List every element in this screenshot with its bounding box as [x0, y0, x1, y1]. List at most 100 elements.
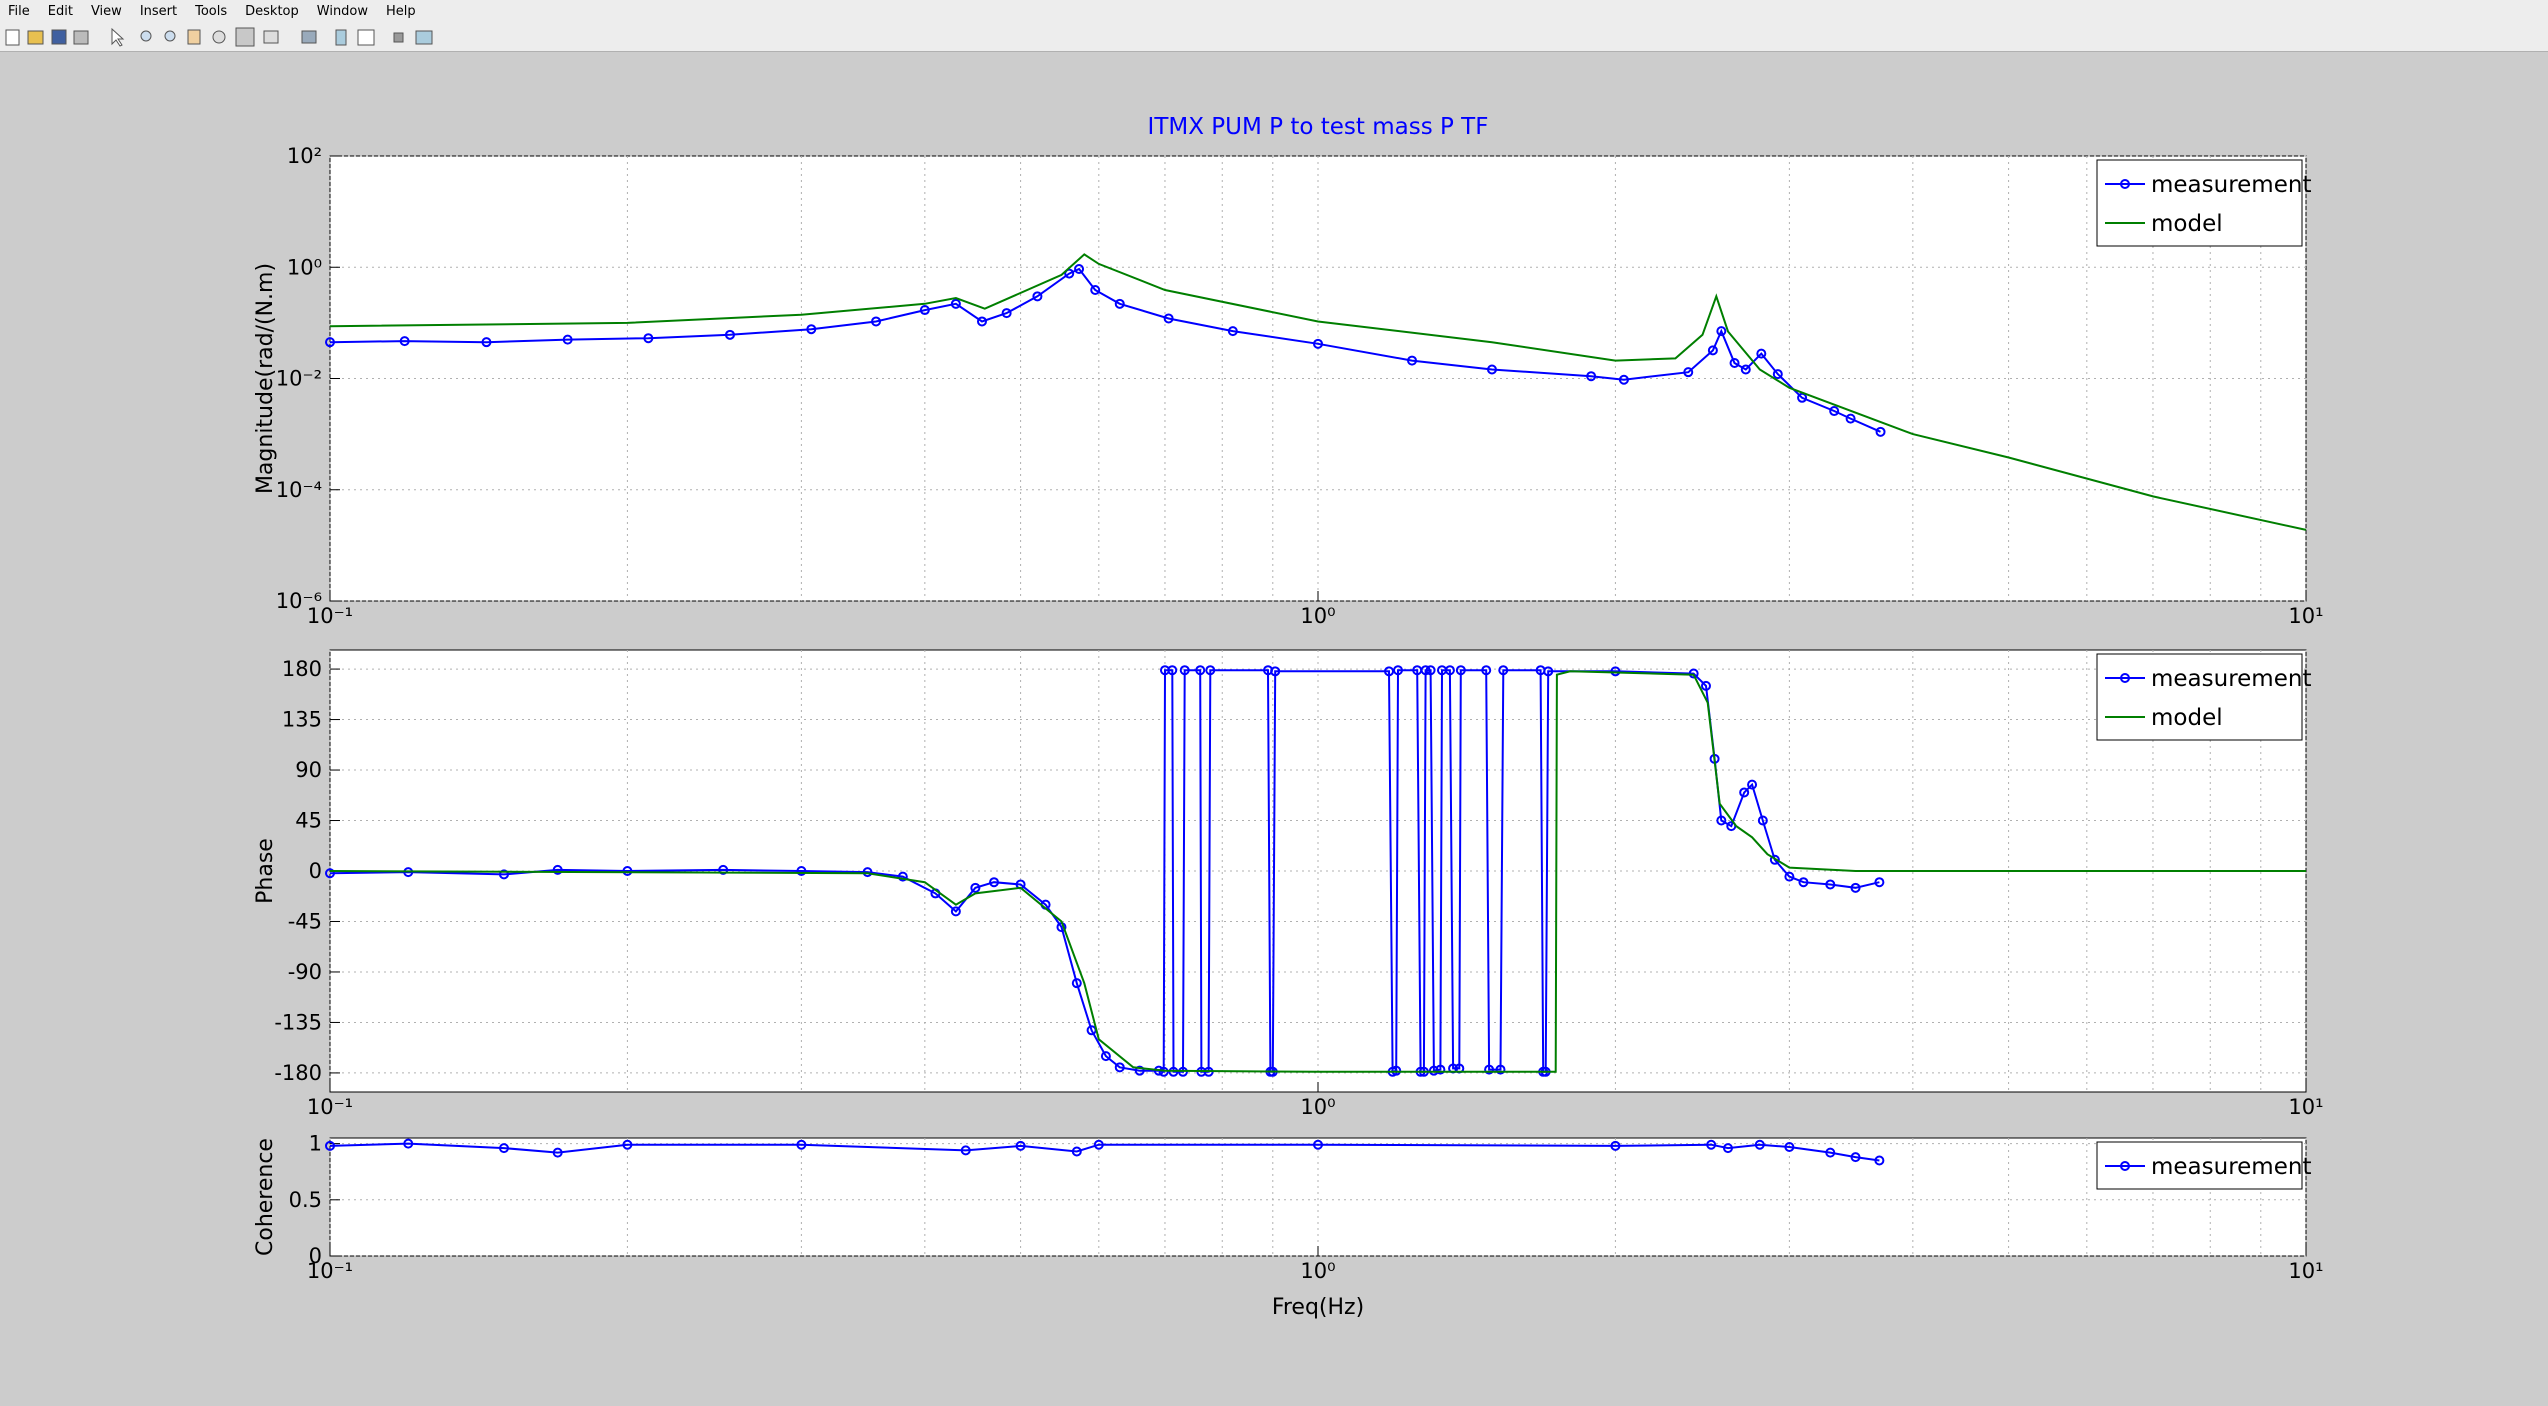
- data-point: [1829, 406, 1840, 417]
- data-point: [1270, 666, 1281, 677]
- data-point: [1407, 355, 1418, 366]
- menu-item[interactable]: Help: [386, 3, 416, 19]
- data-point: [1610, 1140, 1621, 1151]
- data-point: [1071, 978, 1082, 989]
- data-point: [1425, 665, 1436, 676]
- data-point: [1543, 666, 1554, 677]
- data-point: [1100, 1051, 1111, 1062]
- data-point: [1015, 1140, 1026, 1151]
- data-point: [1850, 882, 1861, 893]
- data-point: [399, 336, 410, 347]
- data-point: [897, 871, 908, 882]
- data-point: [1032, 291, 1043, 302]
- data-point: [1134, 1065, 1145, 1076]
- data-point: [1688, 668, 1699, 679]
- y-tick-label: -45: [288, 909, 322, 933]
- data-point: [325, 1140, 335, 1151]
- data-point: [1757, 815, 1768, 826]
- data-point: [1114, 298, 1125, 309]
- legend-box: [2096, 159, 2303, 247]
- data-point: [1784, 871, 1795, 882]
- menu-item[interactable]: Desktop: [245, 3, 299, 19]
- data-point: [562, 334, 573, 345]
- data-point: [950, 298, 961, 309]
- menu-item[interactable]: File: [8, 3, 30, 19]
- legend-box: [2096, 1141, 2303, 1190]
- data-point: [1707, 345, 1718, 356]
- data-point: [1384, 666, 1395, 677]
- legend-marker: [2120, 179, 2130, 189]
- data-point: [796, 1139, 807, 1150]
- data-point: [1391, 1065, 1402, 1076]
- toolbar: [0, 22, 2548, 52]
- legend-marker: [2120, 1161, 2130, 1171]
- data-point: [871, 316, 882, 327]
- x-tick-label: 10⁻¹: [307, 1259, 353, 1283]
- data-point: [498, 869, 509, 880]
- data-point: [1825, 879, 1836, 890]
- y-tick-label: 1: [309, 1132, 322, 1156]
- data-point: [1093, 1139, 1104, 1150]
- x-tick-label: 10¹: [2288, 1095, 2323, 1119]
- plot-area: [325, 665, 2306, 1077]
- axes-background: [329, 1137, 2307, 1257]
- data-point: [1205, 665, 1216, 676]
- data-point: [1754, 1139, 1765, 1150]
- menu-item[interactable]: Tools: [195, 3, 228, 19]
- series-line: [329, 253, 2307, 531]
- menu-item[interactable]: Window: [316, 3, 369, 19]
- data-point: [403, 1138, 414, 1149]
- data-point: [1428, 1065, 1439, 1076]
- menu-item[interactable]: Insert: [139, 3, 178, 19]
- data-point: [1586, 371, 1597, 382]
- y-tick-label: 10⁻⁶: [276, 589, 322, 613]
- legend-label: model: [2151, 705, 2223, 731]
- y-tick-label: 180: [282, 657, 322, 681]
- data-point: [1729, 357, 1740, 368]
- plot-area: [325, 1138, 1885, 1166]
- y-tick-label: 0: [309, 1244, 322, 1268]
- data-point: [1455, 665, 1466, 676]
- menu-item[interactable]: View: [90, 3, 122, 19]
- data-point: [1001, 308, 1012, 319]
- data-point: [970, 882, 981, 893]
- data-point: [643, 333, 654, 344]
- y-axis-label: Magnitude(rad/(N.m): [253, 263, 278, 494]
- y-tick-label: -180: [274, 1061, 322, 1085]
- y-axis-label: Coherence: [253, 1138, 278, 1256]
- series-line: [329, 670, 2306, 1073]
- x-tick-label: 10⁻¹: [307, 1095, 353, 1119]
- data-point: [1393, 665, 1404, 676]
- data-point: [1722, 1143, 1733, 1154]
- y-tick-label: -135: [274, 1010, 322, 1034]
- data-point: [1706, 1139, 1717, 1150]
- y-tick-label: 90: [295, 758, 322, 782]
- data-point: [1168, 1066, 1179, 1077]
- data-point: [1740, 364, 1751, 375]
- data-point: [1158, 1066, 1169, 1077]
- data-point: [1195, 665, 1206, 676]
- menu-item[interactable]: Edit: [47, 3, 73, 19]
- data-point: [1845, 413, 1856, 424]
- data-point: [1090, 284, 1101, 295]
- y-tick-label: 10⁻⁴: [276, 478, 322, 502]
- data-point: [1167, 665, 1178, 676]
- data-point: [1769, 854, 1780, 865]
- data-point: [1481, 665, 1492, 676]
- y-tick-label: -90: [288, 960, 322, 984]
- data-point: [1484, 1064, 1495, 1075]
- data-point: [1874, 877, 1885, 888]
- data-point: [1747, 779, 1758, 790]
- y-axis-label: Phase: [253, 838, 278, 904]
- data-point: [806, 324, 817, 335]
- data-point: [1798, 877, 1809, 888]
- data-point: [1071, 1146, 1082, 1157]
- x-tick-label: 10⁰: [1300, 1095, 1335, 1119]
- y-tick-label: 45: [295, 809, 322, 833]
- legend-label: measurement: [2151, 666, 2311, 692]
- y-tick-label: 0.5: [289, 1188, 322, 1212]
- y-tick-label: 135: [282, 708, 322, 732]
- data-point: [1420, 665, 1431, 676]
- data-point: [1444, 665, 1455, 676]
